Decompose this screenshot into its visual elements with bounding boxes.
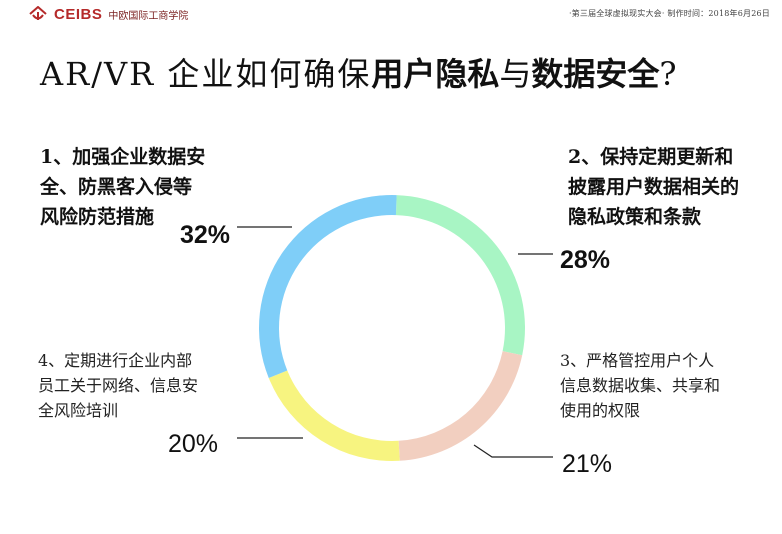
title-part-5: ? xyxy=(659,55,677,93)
slice-value-1: 32% xyxy=(180,221,231,249)
slice-label-3: 3、严格管控用户个人 信息数据收集、共享和 使用的权限 xyxy=(560,351,721,420)
logo-brand: CEIBS xyxy=(54,5,103,23)
slice-value-3: 21% xyxy=(562,450,613,478)
header-conference-info: ·第三届全球虚拟现实大会· 制作时间：2018年6月26日 xyxy=(568,9,770,18)
title-part-3: 与 xyxy=(499,55,532,93)
slice-label-2: 2、保持定期更新和 披露用户数据相关的 隐私政策和条款 xyxy=(568,146,740,228)
slice-value-2: 28% xyxy=(560,246,611,274)
leader-line-3 xyxy=(473,444,553,458)
donut-slice-2 xyxy=(395,195,525,356)
donut-slice-3 xyxy=(398,351,523,461)
title-part-4: 数据安全 xyxy=(531,55,660,93)
donut-slice-1 xyxy=(259,194,397,378)
page-title: AR/VR 企业如何确保用户隐私与数据安全? xyxy=(40,54,677,94)
title-part-2: 用户隐私 xyxy=(371,55,500,93)
donut-slice-4 xyxy=(268,370,400,461)
title-part-1: AR/VR 企业如何确保 xyxy=(40,55,372,93)
slice-value-4: 20% xyxy=(168,430,219,458)
slice-label-4: 4、定期进行企业内部 员工关于网络、信息安 全风险培训 xyxy=(38,351,199,420)
logo-chinese-name: 中欧国际工商学院 xyxy=(108,10,189,22)
slice-label-1: 1、加强企业数据安 全、防黑客入侵等 风险防范措施 xyxy=(40,146,206,228)
ceibs-emblem-icon xyxy=(29,6,47,20)
ceibs-logo: CEIBS 中欧国际工商学院 xyxy=(28,5,189,23)
